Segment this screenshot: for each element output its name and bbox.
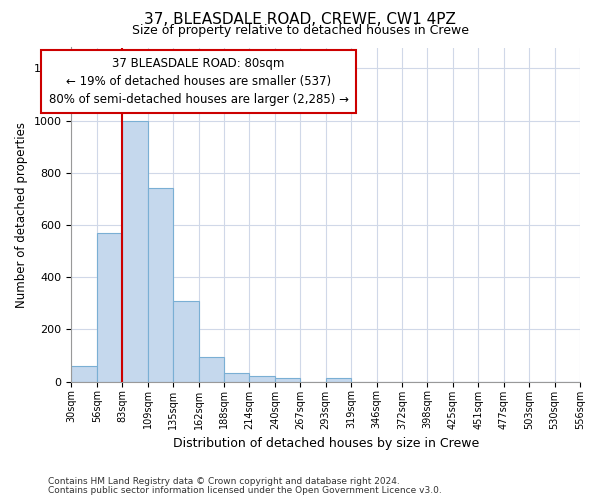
Bar [224,372,250,382]
Bar [275,378,300,382]
Text: 37, BLEASDALE ROAD, CREWE, CW1 4PZ: 37, BLEASDALE ROAD, CREWE, CW1 4PZ [144,12,456,28]
Bar [326,378,351,382]
X-axis label: Distribution of detached houses by size in Crewe: Distribution of detached houses by size … [173,437,479,450]
Text: Contains public sector information licensed under the Open Government Licence v3: Contains public sector information licen… [48,486,442,495]
Text: Size of property relative to detached houses in Crewe: Size of property relative to detached ho… [131,24,469,37]
Bar [250,376,275,382]
Bar [71,366,97,382]
Text: 37 BLEASDALE ROAD: 80sqm
← 19% of detached houses are smaller (537)
80% of semi-: 37 BLEASDALE ROAD: 80sqm ← 19% of detach… [49,56,349,106]
Bar [148,188,173,382]
Bar [173,300,199,382]
Bar [122,120,148,382]
Bar [97,233,122,382]
Text: Contains HM Land Registry data © Crown copyright and database right 2024.: Contains HM Land Registry data © Crown c… [48,477,400,486]
Bar [199,357,224,382]
Y-axis label: Number of detached properties: Number of detached properties [15,122,28,308]
